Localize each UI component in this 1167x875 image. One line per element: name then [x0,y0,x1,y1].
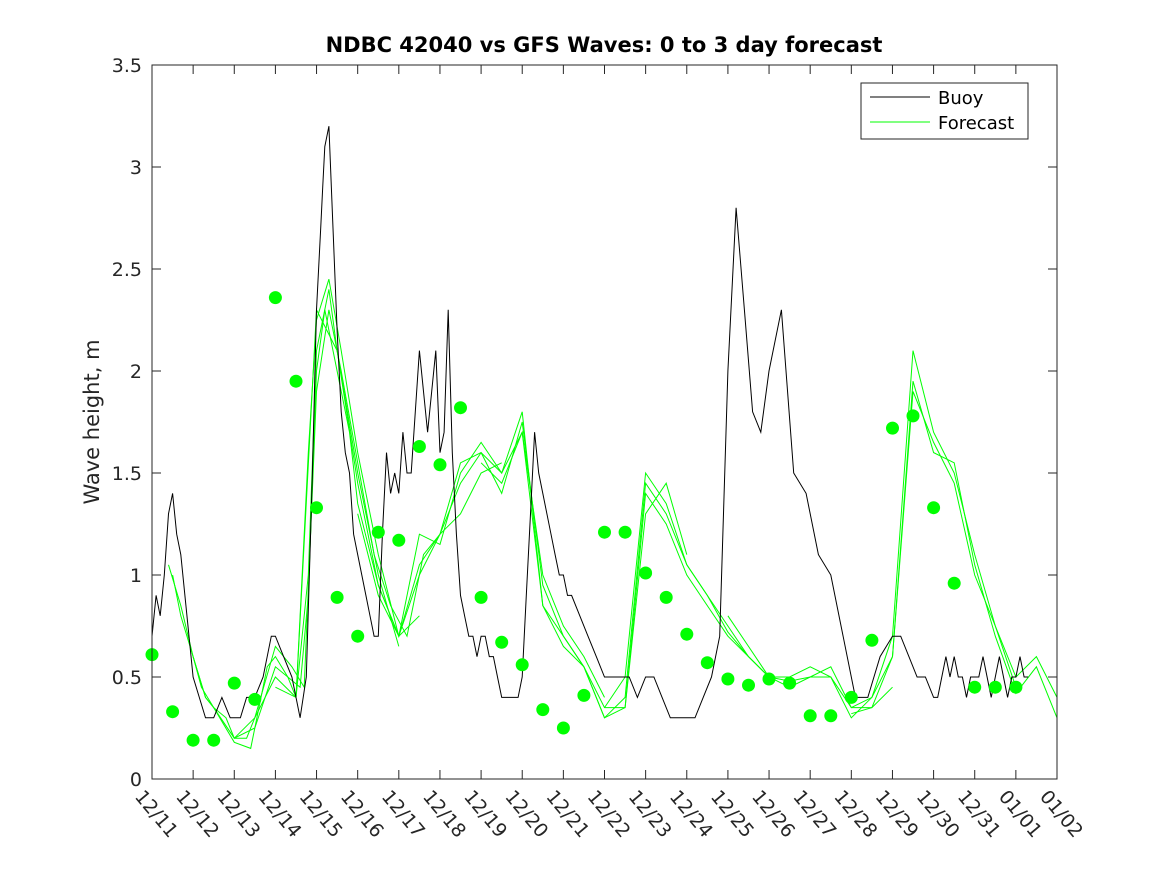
xtick-layer: 12/1112/1212/1312/1412/1512/1612/1712/18… [130,786,1087,842]
forecast-marker [248,692,262,706]
y-tick-label: 1 [130,565,142,587]
buoy-line [151,126,1029,719]
forecast-marker [803,709,817,723]
forecast-marker [618,525,632,539]
forecast-marker [865,633,879,647]
forecast-run-line-6 [357,411,770,719]
y-tick-label: 2 [130,361,142,383]
x-tick-label: 12/16 [336,786,388,842]
forecast-marker [186,733,200,747]
forecast-marker [721,672,735,686]
x-tick-label: 01/01 [994,786,1046,842]
forecast-run-line-10 [851,381,1058,718]
x-tick-label: 12/30 [912,786,964,842]
plot-background [152,65,1057,779]
forecast-marker [783,676,797,690]
forecast-marker [207,733,221,747]
x-tick-label: 01/02 [1035,786,1087,842]
legend-forecast-label: Forecast [938,113,1014,134]
axes-layer [151,64,1058,780]
y-tick-label: 0.5 [112,667,142,689]
x-tick-label: 12/25 [706,786,758,842]
forecast-marker [515,658,529,672]
forecast-marker [495,635,509,649]
forecast-run-line-8 [604,391,1017,709]
forecast-marker [659,590,673,604]
forecast-marker [824,709,838,723]
forecast-marker [639,566,653,580]
y-tick-label: 0 [130,769,142,791]
forecast-marker [742,678,755,692]
forecast-marker [371,525,385,539]
forecast-marker [988,680,1002,694]
x-tick-label: 12/27 [788,786,840,842]
forecast-marker [1009,680,1023,694]
forecast-marker [700,656,714,670]
forecast-marker [392,533,406,547]
x-tick-label: 12/29 [871,786,923,842]
forecast-marker [310,501,323,515]
y-tick-label: 2.5 [112,259,142,281]
forecast-marker [268,291,282,305]
legend-box [860,82,1029,140]
forecast-marker [886,421,899,435]
forecast-marker [968,680,982,694]
forecast-marker [474,590,488,604]
y-tick-label: 3 [130,157,142,179]
ytick-layer: 0 0.5 1 1.5 2 2.5 3 3.5 [112,55,142,791]
forecast-marker [680,627,694,641]
legend: Buoy Forecast [860,82,1029,140]
y-tick-label: 1.5 [112,463,142,485]
x-tick-label: 12/11 [130,786,182,842]
forecast-marker [227,676,241,690]
x-tick-label: 12/23 [624,786,676,842]
forecast-marker [351,629,365,643]
x-tick-label: 12/15 [295,786,347,842]
x-tick-label: 12/14 [254,786,306,842]
forecast-marker [412,440,426,453]
forecast-marker [536,703,550,717]
forecast-marker [166,705,180,719]
forecast-marker [947,576,961,590]
x-tick-label: 12/24 [665,786,717,842]
forecast-marker [906,409,920,423]
x-tick-label: 12/12 [171,786,223,842]
forecast-marker [762,672,776,686]
x-tick-label: 12/22 [583,786,635,842]
legend-buoy-label: Buoy [938,88,984,109]
forecast-marker [433,458,447,472]
forecast-marker [844,690,858,704]
forecast-marker [927,501,941,515]
x-tick-label: 12/19 [459,786,511,842]
forecast-marker [598,525,611,539]
forecast-run-line-3 [192,309,502,739]
y-axis-label: Wave height, m [80,339,104,504]
forecast-marker [454,401,467,415]
forecast-run-line-5 [275,307,688,709]
forecast-marker [330,590,344,604]
chart-title: NDBC 42040 vs GFS Waves: 0 to 3 day fore… [326,33,883,57]
x-tick-label: 12/17 [377,786,429,842]
x-tick-label: 12/20 [500,786,552,842]
x-tick-label: 12/21 [542,786,594,842]
x-tick-label: 12/26 [747,786,799,842]
x-tick-label: 12/18 [418,786,470,842]
forecast-marker [289,374,303,388]
forecast-marker [556,721,570,735]
x-tick-label: 12/31 [953,786,1005,842]
forecast-marker [577,688,591,702]
x-tick-label: 12/28 [829,786,881,842]
x-tick-label: 12/13 [212,786,264,842]
y-tick-label: 3.5 [112,55,142,77]
